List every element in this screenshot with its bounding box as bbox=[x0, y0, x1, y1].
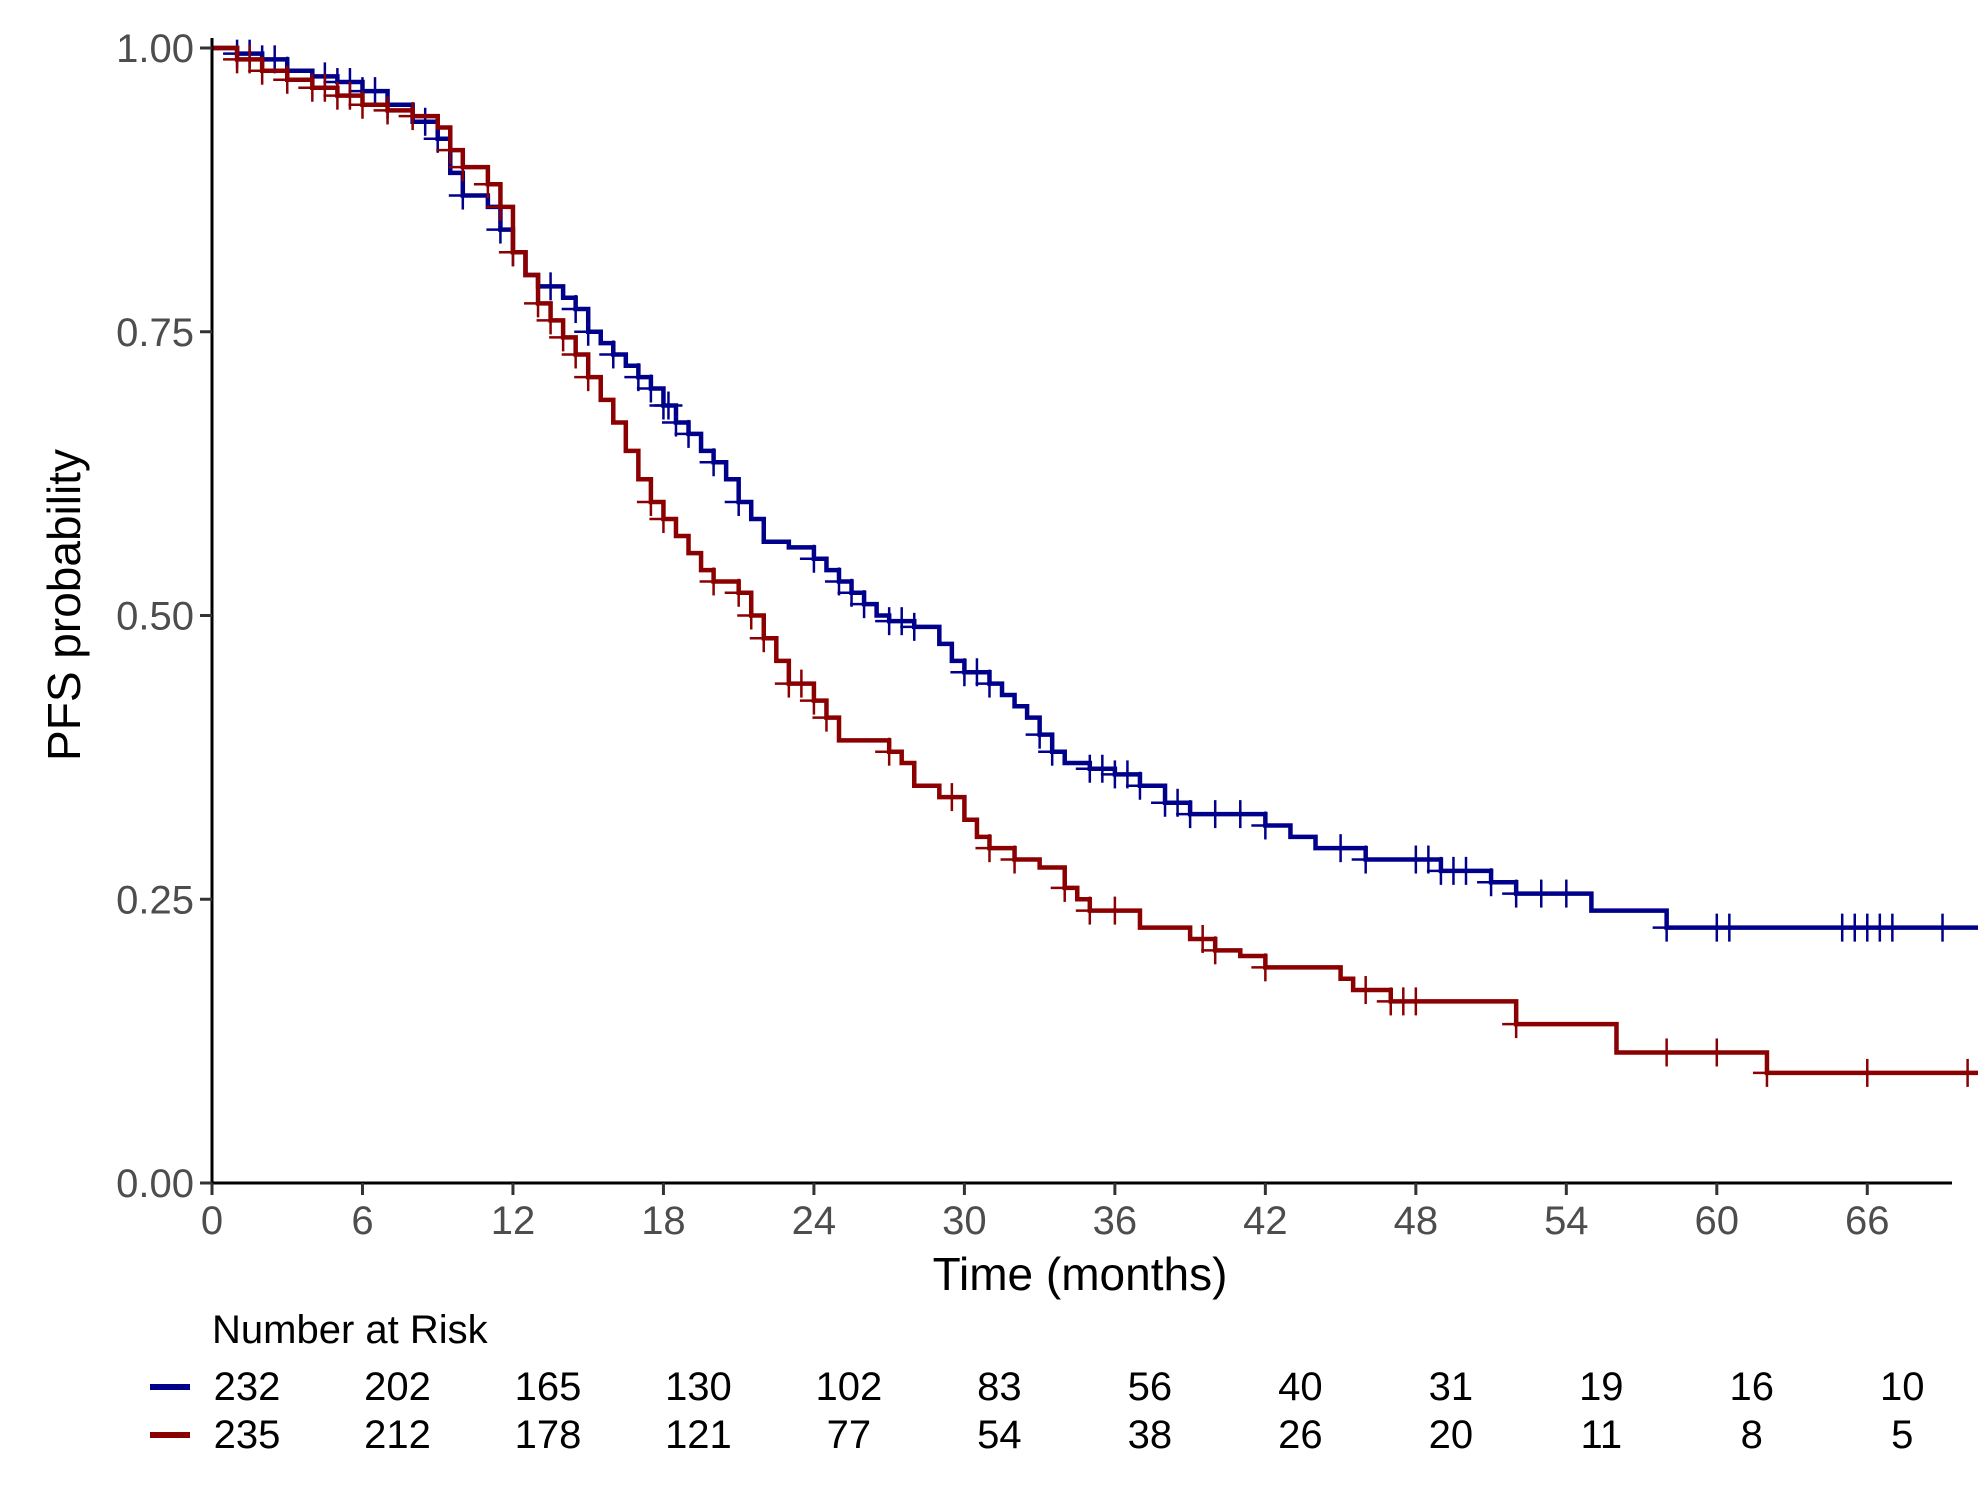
y-tick-label: 0.25 bbox=[116, 878, 194, 922]
y-tick-label: 0.50 bbox=[116, 595, 194, 639]
risk-count-arm-red: 54 bbox=[977, 1413, 1022, 1457]
risk-count-arm-blue: 10 bbox=[1880, 1365, 1925, 1409]
risk-count-arm-red: 235 bbox=[214, 1413, 281, 1457]
x-tick-label: 12 bbox=[491, 1199, 536, 1243]
risk-count-arm-blue: 31 bbox=[1429, 1365, 1474, 1409]
y-tick-label: 1.00 bbox=[116, 27, 194, 71]
km-curve-arm-red bbox=[212, 45, 1978, 1076]
risk-count-arm-blue: 16 bbox=[1730, 1365, 1775, 1409]
risk-count-arm-blue: 232 bbox=[214, 1365, 281, 1409]
x-axis-title: Time (months) bbox=[933, 1248, 1228, 1300]
risk-count-arm-blue: 102 bbox=[816, 1365, 883, 1409]
x-tick-label: 30 bbox=[942, 1199, 987, 1243]
risk-count-arm-red: 20 bbox=[1429, 1413, 1474, 1457]
y-tick-label: 0.00 bbox=[116, 1162, 194, 1206]
risk-count-arm-blue: 56 bbox=[1128, 1365, 1173, 1409]
x-tick-label: 0 bbox=[201, 1199, 223, 1243]
km-curve-arm-blue bbox=[212, 45, 1978, 930]
risk-count-arm-red: 178 bbox=[515, 1413, 582, 1457]
plot-area bbox=[212, 39, 1978, 1087]
y-tick-label: 0.75 bbox=[116, 311, 194, 355]
risk-count-arm-blue: 83 bbox=[977, 1365, 1022, 1409]
x-tick-label: 42 bbox=[1243, 1199, 1288, 1243]
risk-count-arm-blue: 40 bbox=[1278, 1365, 1323, 1409]
risk-count-arm-red: 38 bbox=[1128, 1413, 1173, 1457]
risk-count-arm-blue: 19 bbox=[1579, 1365, 1624, 1409]
risk-count-arm-red: 77 bbox=[827, 1413, 872, 1457]
x-tick-label: 54 bbox=[1544, 1199, 1589, 1243]
axes: 0.00 0.25 0.50 0.75 1.00 0 6 12 18 24 30 36 42 48 54 60… bbox=[116, 27, 1952, 1243]
x-tick-label: 48 bbox=[1394, 1199, 1439, 1243]
x-tick-label: 18 bbox=[641, 1199, 686, 1243]
risk-count-arm-red: 8 bbox=[1741, 1413, 1763, 1457]
risk-count-arm-red: 121 bbox=[665, 1413, 732, 1457]
risk-count-arm-blue: 130 bbox=[665, 1365, 732, 1409]
x-tick-label: 36 bbox=[1093, 1199, 1138, 1243]
x-tick-label: 24 bbox=[792, 1199, 837, 1243]
risk-table-title: Number at Risk bbox=[212, 1308, 489, 1352]
x-tick-label: 60 bbox=[1695, 1199, 1740, 1243]
y-axis-title: PFS probability bbox=[38, 449, 90, 761]
risk-count-arm-red: 26 bbox=[1278, 1413, 1323, 1457]
risk-count-arm-blue: 165 bbox=[515, 1365, 582, 1409]
risk-table: 2322021651301028356403119161041235212178… bbox=[150, 1365, 1925, 1457]
x-tick-label: 6 bbox=[351, 1199, 373, 1243]
risk-count-arm-blue: 202 bbox=[364, 1365, 431, 1409]
risk-count-arm-red: 11 bbox=[1581, 1413, 1623, 1457]
risk-count-arm-red: 212 bbox=[364, 1413, 431, 1457]
x-tick-label: 66 bbox=[1845, 1199, 1890, 1243]
risk-count-arm-red: 5 bbox=[1891, 1413, 1913, 1457]
